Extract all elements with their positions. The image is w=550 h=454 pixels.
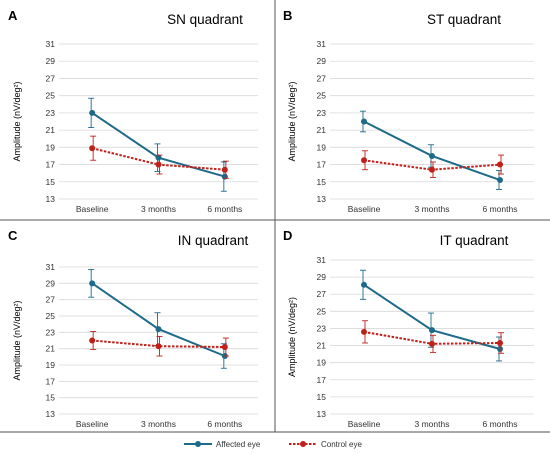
y-tick-label: 19: [46, 360, 56, 370]
y-tick-label: 13: [317, 194, 327, 204]
y-tick-label: 13: [317, 409, 327, 419]
y-tick-label: 27: [317, 289, 327, 299]
y-tick-label: 31: [46, 262, 56, 272]
y-tick-label: 15: [46, 177, 56, 187]
y-axis-label: Amplitude (nV/deg²): [287, 81, 297, 161]
y-tick-label: 31: [317, 39, 327, 49]
panels: A SN quadrant 13 15 17 19 21 23 25 27 29 31 Baseline…: [8, 8, 534, 429]
data-point-control: [361, 328, 367, 335]
x-tick-label: Baseline: [348, 204, 381, 214]
y-tick-label: 21: [46, 125, 56, 135]
y-tick-label: 17: [317, 160, 327, 170]
data-point-affected: [89, 109, 96, 116]
y-tick-label: 29: [317, 56, 327, 66]
legend-control-marker: [300, 441, 306, 447]
y-tick-label: 27: [46, 295, 56, 305]
y-axis-label: Amplitude (nV/deg²): [12, 300, 22, 380]
y-tick-label: 21: [317, 125, 327, 135]
data-point-affected: [155, 326, 162, 333]
data-point-control: [221, 166, 228, 173]
data-point-control: [429, 340, 435, 347]
y-tick-label: 21: [46, 344, 56, 354]
x-tick-label: 6 months: [207, 419, 242, 429]
y-tick-label: 17: [46, 160, 56, 170]
data-point-affected: [497, 345, 503, 352]
data-point-control: [89, 337, 96, 344]
y-tick-label: 15: [317, 392, 327, 402]
panel-title: SN quadrant: [167, 12, 243, 27]
y-tick-label: 29: [46, 278, 56, 288]
y-tick-label: 27: [317, 73, 327, 83]
data-point-affected: [429, 152, 435, 159]
y-tick-label: 25: [317, 91, 327, 101]
x-tick-label: 3 months: [415, 419, 450, 429]
y-tick-label: 17: [317, 375, 327, 385]
chart-panel-c: C IN quadrant 13 15 17 19 21 23 25 27 29 31 Baseline…: [8, 228, 258, 429]
data-point-control: [429, 166, 435, 173]
y-tick-label: 17: [46, 376, 56, 386]
y-tick-label: 13: [46, 409, 56, 419]
x-tick-label: 6 months: [483, 419, 518, 429]
data-point-control: [221, 344, 228, 351]
panel-letter: A: [8, 8, 18, 23]
y-tick-label: 23: [46, 108, 56, 118]
chart-panel-a: A SN quadrant 13 15 17 19 21 23 25 27 29 31 Baseline…: [8, 8, 258, 214]
y-tick-label: 29: [46, 56, 56, 66]
data-point-affected: [361, 281, 367, 288]
series-line-control: [92, 339, 225, 348]
y-tick-label: 31: [46, 39, 56, 49]
x-tick-label: Baseline: [348, 419, 381, 429]
data-point-affected: [429, 327, 435, 334]
data-point-affected: [155, 154, 162, 161]
panel-letter: B: [283, 8, 292, 23]
y-axis-label: Amplitude (nV/deg²): [12, 81, 22, 161]
panel-title: IT quadrant: [440, 233, 509, 248]
data-point-control: [497, 339, 503, 346]
panel-letter: D: [283, 228, 292, 243]
data-point-affected: [89, 280, 96, 287]
y-tick-label: 23: [317, 323, 327, 333]
y-tick-label: 23: [317, 108, 327, 118]
x-tick-label: Baseline: [76, 204, 109, 214]
y-tick-label: 19: [46, 142, 56, 152]
y-tick-label: 15: [317, 177, 327, 187]
x-tick-label: 3 months: [141, 419, 176, 429]
y-tick-label: 27: [46, 73, 56, 83]
x-tick-label: 3 months: [141, 204, 176, 214]
legend: Affected eye Control eye: [184, 440, 362, 449]
legend-control-label: Control eye: [321, 440, 362, 449]
data-point-affected: [361, 118, 367, 125]
x-tick-label: 6 months: [483, 204, 518, 214]
data-point-control: [361, 157, 367, 164]
y-tick-label: 25: [46, 91, 56, 101]
data-point-affected: [497, 177, 503, 184]
y-tick-label: 19: [317, 142, 327, 152]
y-tick-label: 23: [46, 327, 56, 337]
x-tick-label: 3 months: [415, 204, 450, 214]
legend-affected-marker: [195, 441, 201, 447]
y-tick-label: 29: [317, 272, 327, 282]
panel-title: IN quadrant: [178, 233, 249, 248]
y-axis-label: Amplitude (nV/deg²): [287, 297, 297, 377]
x-tick-label: 6 months: [207, 204, 242, 214]
y-tick-label: 13: [46, 194, 56, 204]
chart-panel-d: D IT quadrant 13 15 17 19 21 23 25 27 29 31 Baseline…: [283, 228, 534, 429]
y-tick-label: 15: [46, 393, 56, 403]
y-tick-label: 25: [46, 311, 56, 321]
y-tick-label: 21: [317, 341, 327, 351]
chart-panel-b: B ST quadrant 13 15 17 19 21 23 25 27 29 31 Baseline…: [283, 8, 534, 214]
data-point-control: [89, 145, 96, 152]
y-tick-label: 25: [317, 306, 327, 316]
data-point-control: [497, 161, 503, 168]
legend-affected-label: Affected eye: [216, 440, 261, 449]
panel-letter: C: [8, 228, 18, 243]
data-point-control: [155, 343, 162, 350]
y-tick-label: 31: [317, 255, 327, 265]
panel-title: ST quadrant: [427, 12, 501, 27]
x-tick-label: Baseline: [76, 419, 109, 429]
data-point-control: [155, 161, 162, 168]
y-tick-label: 19: [317, 358, 327, 368]
